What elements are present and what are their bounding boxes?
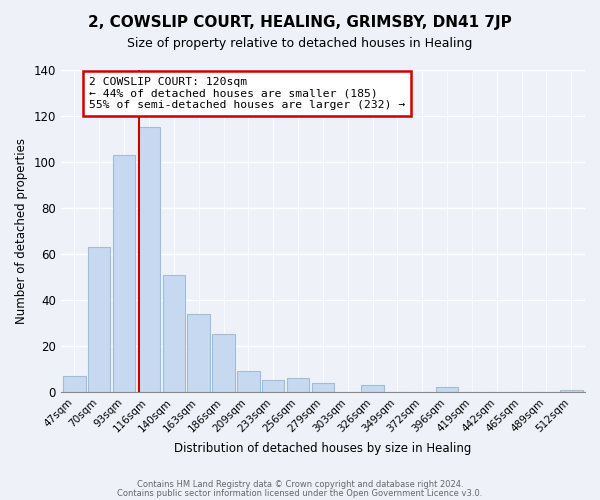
Bar bbox=[187, 314, 210, 392]
Bar bbox=[287, 378, 309, 392]
Bar bbox=[113, 155, 136, 392]
Text: 2 COWSLIP COURT: 120sqm
← 44% of detached houses are smaller (185)
55% of semi-d: 2 COWSLIP COURT: 120sqm ← 44% of detache… bbox=[89, 77, 405, 110]
Bar bbox=[63, 376, 86, 392]
Bar bbox=[436, 388, 458, 392]
Bar bbox=[138, 128, 160, 392]
Bar bbox=[361, 385, 384, 392]
Bar bbox=[212, 334, 235, 392]
Y-axis label: Number of detached properties: Number of detached properties bbox=[15, 138, 28, 324]
Bar bbox=[312, 382, 334, 392]
Text: 2, COWSLIP COURT, HEALING, GRIMSBY, DN41 7JP: 2, COWSLIP COURT, HEALING, GRIMSBY, DN41… bbox=[88, 15, 512, 30]
Bar bbox=[262, 380, 284, 392]
Bar bbox=[560, 390, 583, 392]
Text: Size of property relative to detached houses in Healing: Size of property relative to detached ho… bbox=[127, 38, 473, 51]
Text: Contains HM Land Registry data © Crown copyright and database right 2024.: Contains HM Land Registry data © Crown c… bbox=[137, 480, 463, 489]
X-axis label: Distribution of detached houses by size in Healing: Distribution of detached houses by size … bbox=[174, 442, 472, 455]
Bar bbox=[163, 274, 185, 392]
Bar bbox=[88, 247, 110, 392]
Bar bbox=[237, 372, 260, 392]
Text: Contains public sector information licensed under the Open Government Licence v3: Contains public sector information licen… bbox=[118, 488, 482, 498]
